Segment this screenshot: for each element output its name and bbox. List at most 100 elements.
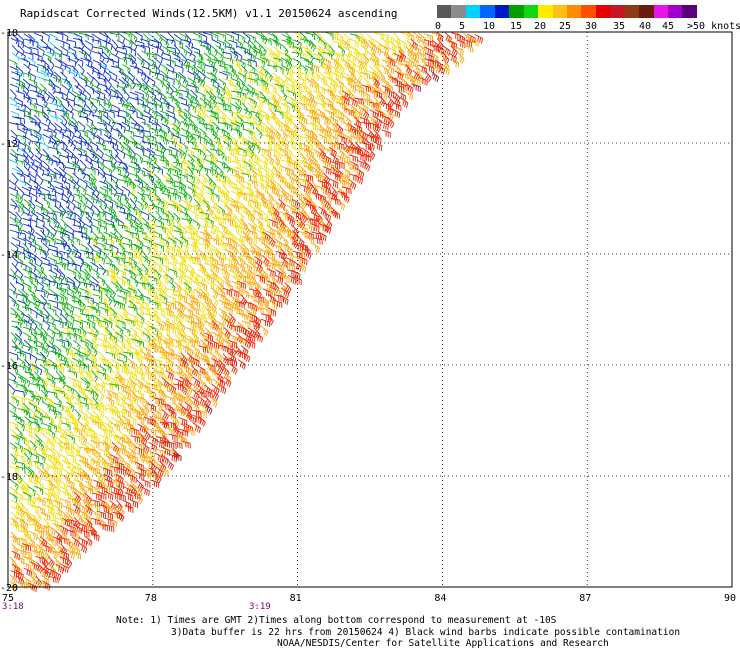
- wind-barb: [285, 243, 294, 256]
- wind-barb: [121, 326, 131, 337]
- wind-barb: [61, 52, 71, 62]
- wind-barb: [187, 204, 198, 213]
- wind-barb: [305, 223, 315, 233]
- wind-barb: [260, 198, 269, 210]
- wind-barb: [122, 427, 133, 436]
- wind-barb: [347, 64, 356, 76]
- wind-barb: [237, 59, 246, 69]
- wind-barb: [73, 524, 82, 534]
- wind-barb: [36, 376, 45, 387]
- wind-barb: [41, 64, 50, 76]
- wind-barb: [423, 33, 433, 42]
- wind-barb: [28, 480, 38, 489]
- wind-barb: [412, 45, 422, 55]
- wind-barb: [79, 542, 88, 554]
- wind-barb: [8, 159, 18, 166]
- colorbar-label: 10: [483, 21, 496, 32]
- colorbar-label: 30: [585, 21, 598, 32]
- wind-barb: [58, 287, 69, 296]
- wind-barb: [281, 44, 289, 56]
- wind-barb: [48, 433, 57, 446]
- y-tick-label: -16: [0, 361, 18, 372]
- wind-barb: [279, 140, 289, 150]
- wind-barb: [105, 254, 113, 267]
- wind-barb: [212, 378, 221, 390]
- wind-barb: [72, 313, 82, 323]
- wind-barb: [104, 478, 114, 488]
- wind-barb: [407, 72, 416, 83]
- wind-barb: [272, 206, 280, 218]
- wind-barb: [66, 548, 76, 560]
- wind-barb: [67, 293, 76, 304]
- wind-barb: [254, 172, 264, 182]
- wind-barb: [193, 370, 202, 381]
- wind-barb: [27, 96, 38, 105]
- wind-barb: [168, 167, 178, 177]
- wind-barb: [104, 57, 114, 65]
- wind-barb: [392, 102, 402, 112]
- wind-barb: [34, 180, 41, 192]
- wind-barb: [323, 114, 332, 126]
- wind-barb: [72, 396, 82, 406]
- wind-barb: [149, 108, 158, 119]
- wind-barb: [216, 293, 226, 302]
- wind-barb: [177, 391, 185, 404]
- wind-barb: [90, 254, 100, 264]
- wind-barb: [147, 370, 157, 382]
- wind-barb: [161, 37, 170, 49]
- wind-barb: [405, 64, 413, 76]
- wind-barb: [266, 268, 276, 278]
- wind-barb: [72, 172, 80, 184]
- wind-barb: [121, 288, 131, 298]
- wind-barb: [248, 77, 258, 86]
- wind-barb: [74, 85, 83, 96]
- wind-barb: [442, 52, 450, 65]
- wind-barb: [11, 255, 19, 268]
- wind-barb: [273, 299, 283, 309]
- wind-barb: [142, 256, 151, 267]
- wind-barb: [115, 154, 123, 167]
- wind-barb: [191, 409, 202, 418]
- wind-barb: [36, 466, 45, 478]
- wind-barb: [255, 237, 265, 246]
- wind-barb: [105, 262, 116, 271]
- wind-barb: [172, 422, 180, 435]
- wind-barb: [127, 358, 136, 370]
- wind-barb: [91, 389, 99, 401]
- wind-barb: [84, 116, 94, 127]
- wind-barb: [79, 346, 89, 356]
- wind-barb: [312, 135, 320, 147]
- wind-barb: [179, 33, 189, 43]
- wind-barb: [241, 46, 251, 56]
- wind-barb: [159, 128, 168, 139]
- wind-barb: [223, 218, 234, 226]
- wind-barb: [61, 40, 71, 50]
- wind-barb: [17, 548, 26, 558]
- wind-barb: [61, 422, 71, 431]
- wind-barb: [192, 389, 200, 401]
- wind-barb: [60, 218, 68, 230]
- wind-barb: [337, 147, 345, 159]
- wind-barb: [61, 108, 70, 120]
- wind-barb: [115, 256, 125, 265]
- wind-barb: [204, 84, 214, 95]
- wind-barb: [306, 148, 315, 159]
- wind-barb: [179, 63, 190, 72]
- wind-barb: [184, 274, 193, 285]
- wind-barb: [83, 45, 92, 57]
- wind-barb: [53, 210, 64, 219]
- wind-barb: [335, 58, 343, 71]
- wind-barb: [98, 224, 108, 234]
- wind-barb: [293, 218, 302, 229]
- wind-barb: [160, 101, 170, 111]
- wind-barb: [260, 249, 270, 259]
- colorbar-segment: [566, 5, 582, 18]
- wind-barb: [90, 141, 99, 152]
- wind-barb: [299, 64, 308, 75]
- wind-barb: [154, 472, 162, 484]
- wind-barb: [229, 363, 238, 375]
- wind-barb: [256, 57, 265, 67]
- wind-barb: [16, 146, 25, 155]
- wind-barb: [135, 351, 144, 363]
- wind-barb: [160, 466, 169, 477]
